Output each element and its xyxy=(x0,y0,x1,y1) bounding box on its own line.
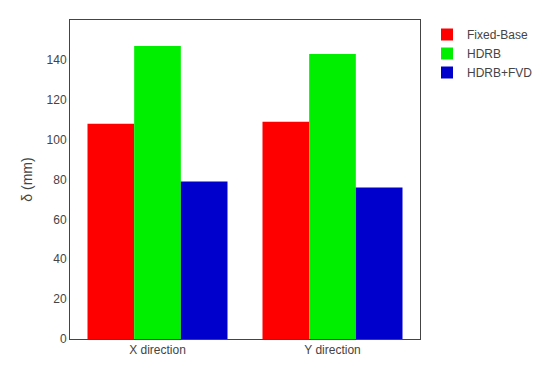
svg-text:40: 40 xyxy=(53,252,67,266)
svg-text:140: 140 xyxy=(47,53,67,67)
svg-text:0: 0 xyxy=(60,332,67,346)
svg-text:Fixed-Base: Fixed-Base xyxy=(467,28,528,42)
svg-text:HDRB: HDRB xyxy=(467,47,501,61)
svg-text:δ (mm): δ (mm) xyxy=(19,157,35,201)
svg-text:120: 120 xyxy=(47,93,67,107)
svg-text:80: 80 xyxy=(53,173,67,187)
svg-text:20: 20 xyxy=(53,292,67,306)
svg-text:HDRB+FVD: HDRB+FVD xyxy=(467,66,532,80)
svg-text:60: 60 xyxy=(53,213,67,227)
svg-text:100: 100 xyxy=(47,133,67,147)
svg-text:Y direction: Y direction xyxy=(304,343,360,357)
svg-text:X direction: X direction xyxy=(129,343,186,357)
